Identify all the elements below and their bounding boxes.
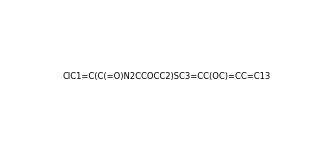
Text: ClC1=C(C(=O)N2CCOCC2)SC3=CC(OC)=CC=C13: ClC1=C(C(=O)N2CCOCC2)SC3=CC(OC)=CC=C13 bbox=[62, 73, 271, 81]
